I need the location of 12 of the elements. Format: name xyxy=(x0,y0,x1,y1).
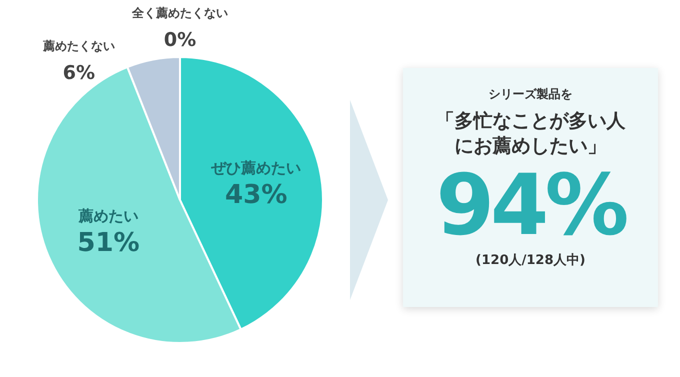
text: (120人/128人中) xyxy=(474,252,586,269)
text: 0% xyxy=(164,29,196,51)
data-label: 43% xyxy=(225,180,288,210)
text: 「多忙なことが多い人にお薦めしたい」 xyxy=(434,109,626,159)
data-label: 51% xyxy=(77,228,140,258)
slice-label: ぜひ薦めたい xyxy=(210,158,302,177)
text: 94% xyxy=(434,156,627,254)
category-label: 全く薦めたくない xyxy=(132,6,228,20)
data-label: 6% xyxy=(62,62,96,84)
slice-label: 薦めたくない xyxy=(42,38,115,53)
text: シリーズ製品を xyxy=(488,86,574,103)
slice-label: 薦めたい xyxy=(77,206,138,225)
